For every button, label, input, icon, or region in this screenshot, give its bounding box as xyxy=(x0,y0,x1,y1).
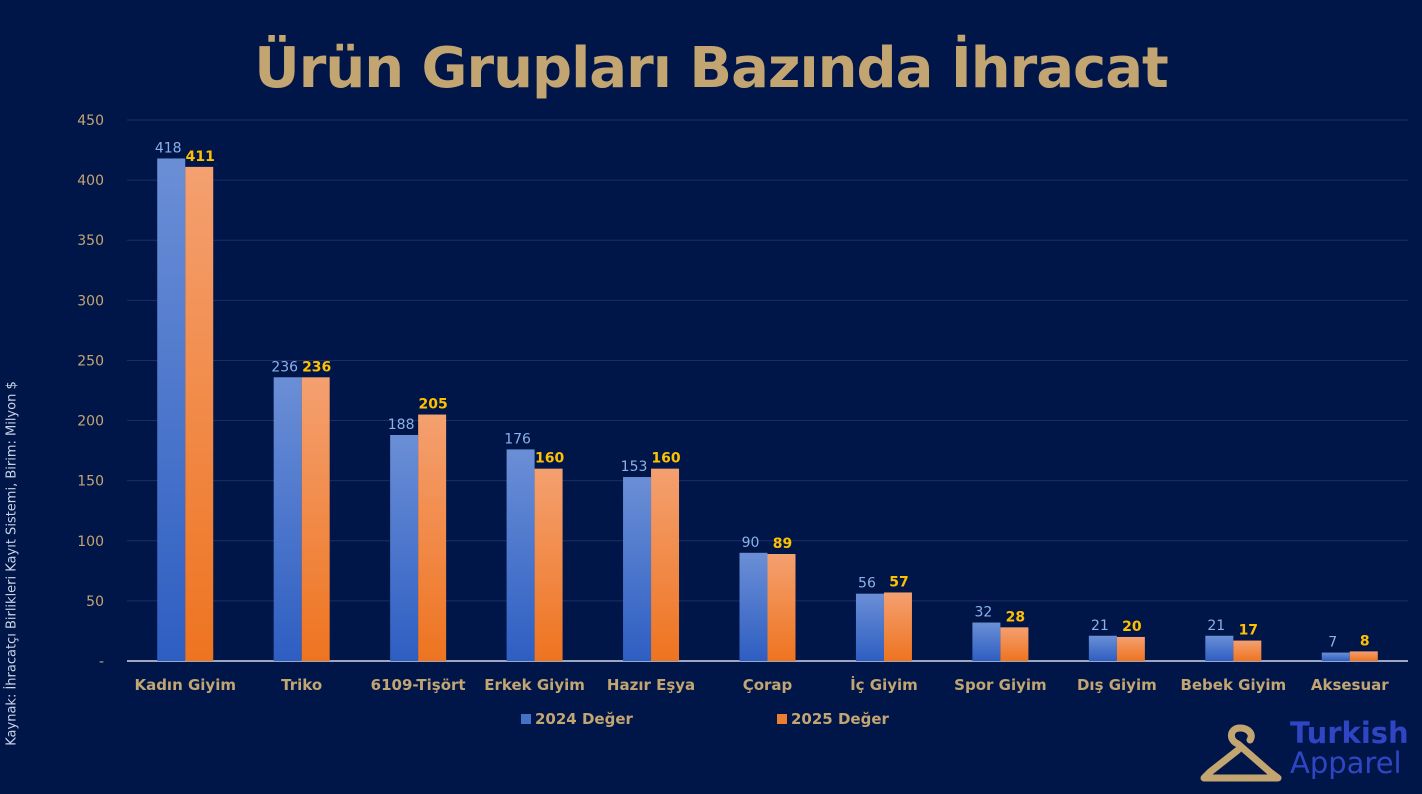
logo-text-apparel: Apparel xyxy=(1290,746,1402,780)
bar-2024 xyxy=(739,552,768,661)
y-tick-label: 50 xyxy=(86,594,104,610)
legend-label: 2025 Değer xyxy=(791,710,890,728)
bar-2025 xyxy=(767,554,796,661)
logo-text-turkish: Turkish xyxy=(1290,716,1409,750)
x-tick-label: Bebek Giyim xyxy=(1180,676,1286,694)
x-tick-label: Spor Giyim xyxy=(954,676,1046,694)
bar-2024 xyxy=(390,434,419,661)
data-label: 21 xyxy=(1207,618,1225,634)
bar-2024 xyxy=(623,477,652,661)
data-label: 411 xyxy=(186,149,215,165)
data-label: 160 xyxy=(535,451,564,467)
bar-2024 xyxy=(506,449,535,661)
data-label: 418 xyxy=(155,140,182,156)
data-label: 28 xyxy=(1006,609,1025,625)
y-tick-label: 300 xyxy=(77,293,104,309)
bar-2024 xyxy=(972,622,1001,661)
bar-2025 xyxy=(1000,627,1029,661)
data-label: 188 xyxy=(388,417,415,433)
bar-2025 xyxy=(1349,651,1378,661)
chart-title: Ürün Grupları Bazında İhracat xyxy=(254,36,1169,101)
data-label: 236 xyxy=(302,359,331,375)
bar-2025 xyxy=(534,468,563,661)
data-label: 21 xyxy=(1091,618,1109,634)
legend: 2024 Değer 2025 Değer xyxy=(521,710,890,728)
y-tick-label: - xyxy=(99,654,104,670)
bar-2025 xyxy=(1116,636,1145,661)
hanger-icon xyxy=(1200,724,1282,782)
bar-2024 xyxy=(157,158,186,661)
y-tick-label: 450 xyxy=(77,113,104,129)
data-label: 89 xyxy=(773,536,792,552)
legend-swatch xyxy=(521,714,531,724)
bar-2024 xyxy=(1088,635,1117,661)
data-label: 57 xyxy=(889,574,908,590)
y-tick-label: 350 xyxy=(77,233,104,249)
x-tick-label: Kadın Giyim xyxy=(134,676,236,694)
data-label: 56 xyxy=(858,576,876,592)
data-label: 176 xyxy=(504,431,531,447)
data-label: 8 xyxy=(1360,633,1370,649)
x-tick-label: Çorap xyxy=(743,676,793,694)
data-label: 32 xyxy=(974,605,992,621)
data-label: 153 xyxy=(621,459,648,475)
bar-2024 xyxy=(855,593,884,661)
bar-2025 xyxy=(185,166,214,662)
bar-2025 xyxy=(651,468,680,661)
legend-label: 2024 Değer xyxy=(535,710,634,728)
data-label: 236 xyxy=(271,359,298,375)
y-tick-label: 400 xyxy=(77,173,104,189)
data-label: 160 xyxy=(651,451,680,467)
turkish-apparel-logo: Turkish Apparel xyxy=(1200,718,1415,784)
data-label: 7 xyxy=(1328,635,1337,651)
bars xyxy=(157,158,1378,662)
y-tick-label: 250 xyxy=(77,353,104,369)
data-label: 17 xyxy=(1239,623,1258,639)
x-tick-label: Erkek Giyim xyxy=(484,676,585,694)
y-tick-label: 100 xyxy=(77,534,104,550)
x-tick-label: 6109-Tişört xyxy=(371,676,466,694)
x-tick-label: Triko xyxy=(281,676,322,694)
x-axis-ticks: Kadın Giyim Triko 6109-Tişört Erkek Giyim Ha… xyxy=(134,675,1389,694)
legend-swatch xyxy=(777,714,787,724)
data-label: 20 xyxy=(1122,619,1142,635)
y-tick-label: 200 xyxy=(77,414,104,430)
x-tick-label: Aksesuar xyxy=(1311,676,1389,694)
x-tick-label: İç Giyim xyxy=(850,675,918,694)
bar-2025 xyxy=(883,592,912,661)
bar-2024 xyxy=(1321,652,1350,661)
x-tick-label: Hazır Eşya xyxy=(607,676,695,694)
y-axis-ticks: - 50 100 150 200 250 300 350 400 450 xyxy=(77,113,104,670)
data-label: 205 xyxy=(419,397,448,413)
bar-2024 xyxy=(1205,635,1234,661)
bar-2025 xyxy=(1233,640,1262,661)
x-tick-label: Dış Giyim xyxy=(1077,676,1157,694)
bar-2025 xyxy=(418,414,447,661)
data-label: 90 xyxy=(742,535,760,551)
bar-2024 xyxy=(273,377,302,661)
y-tick-label: 150 xyxy=(77,474,104,490)
bar-2025 xyxy=(301,377,330,661)
